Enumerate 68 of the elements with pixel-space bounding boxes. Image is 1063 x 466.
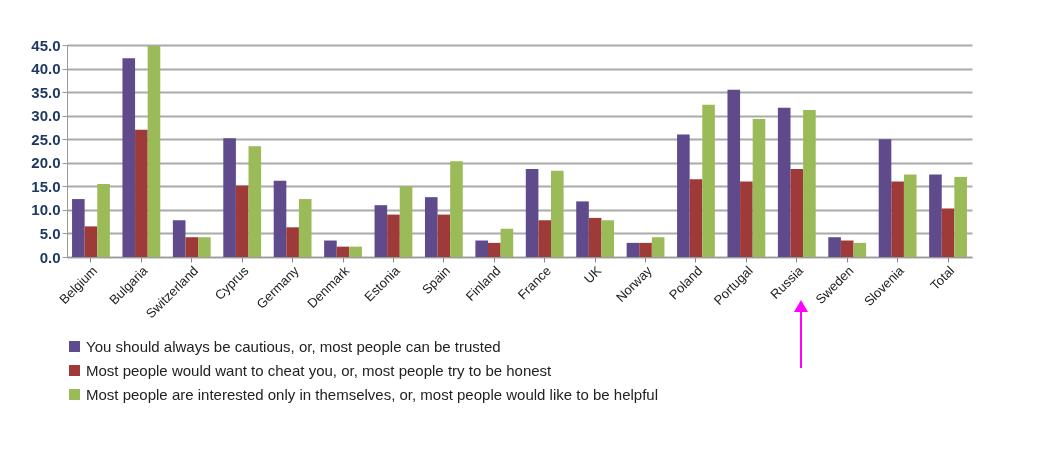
bar — [235, 185, 249, 257]
x-tick-label: UK — [580, 262, 605, 287]
y-tick-label: 25.0 — [31, 130, 61, 148]
bar — [399, 186, 413, 257]
bar — [702, 104, 715, 257]
bar — [324, 240, 337, 257]
y-tick-label: 15.0 — [31, 177, 61, 195]
bar — [651, 237, 665, 257]
bar — [475, 240, 488, 257]
bar — [84, 226, 98, 257]
bar — [374, 205, 388, 257]
bar — [853, 242, 867, 257]
bar — [538, 220, 552, 257]
y-tick-label: 5.0 — [39, 224, 61, 242]
bar — [223, 138, 236, 257]
bar — [349, 246, 362, 257]
bar — [450, 161, 463, 257]
y-tick-label: 20.0 — [31, 154, 61, 172]
bar — [941, 208, 955, 257]
legend-label: You should always be cautious, or, most people can be trusted — [86, 337, 501, 355]
bar — [677, 134, 690, 257]
y-tick-label: 35.0 — [31, 83, 61, 101]
bar — [97, 183, 110, 257]
bar — [576, 201, 589, 257]
bar — [298, 199, 312, 257]
y-tick-label: 10.0 — [31, 201, 61, 219]
bar — [487, 242, 501, 257]
bar — [336, 246, 350, 257]
bar — [424, 197, 438, 257]
bar — [437, 214, 451, 257]
bar — [954, 176, 967, 257]
bar — [777, 107, 791, 257]
bar — [72, 199, 85, 257]
bar — [135, 129, 148, 257]
bar — [903, 174, 917, 257]
bar — [172, 220, 186, 257]
bar — [601, 220, 615, 257]
bar — [803, 110, 816, 257]
legend-label: Most people are interested only in themselves, or, most people would like to be helpful — [86, 385, 658, 403]
bar — [740, 181, 753, 257]
y-tick-label: 0.0 — [39, 248, 61, 266]
bar — [500, 228, 514, 257]
bar — [878, 139, 892, 257]
bar — [525, 168, 539, 257]
bar — [551, 170, 564, 257]
y-tick-label: 30.0 — [31, 107, 61, 125]
legend-label: Most people would want to cheat you, or, most people try to be honest — [86, 361, 553, 379]
bar — [752, 118, 766, 257]
bar — [689, 179, 703, 257]
y-tick-label: 45.0 — [31, 36, 61, 54]
bar — [387, 214, 400, 257]
bar — [626, 242, 640, 257]
bar — [727, 89, 741, 257]
y-tick-label: 40.0 — [31, 60, 61, 78]
bar — [588, 217, 602, 257]
bar — [891, 181, 904, 257]
bar — [147, 45, 161, 257]
bar — [185, 237, 199, 257]
bar — [198, 237, 211, 257]
bar — [273, 180, 287, 257]
bar — [790, 168, 804, 257]
bar — [828, 237, 841, 257]
bar — [286, 227, 299, 257]
bar — [248, 146, 262, 257]
bar — [122, 58, 136, 257]
bar — [639, 242, 652, 257]
bar — [840, 240, 854, 257]
bar — [929, 174, 942, 257]
